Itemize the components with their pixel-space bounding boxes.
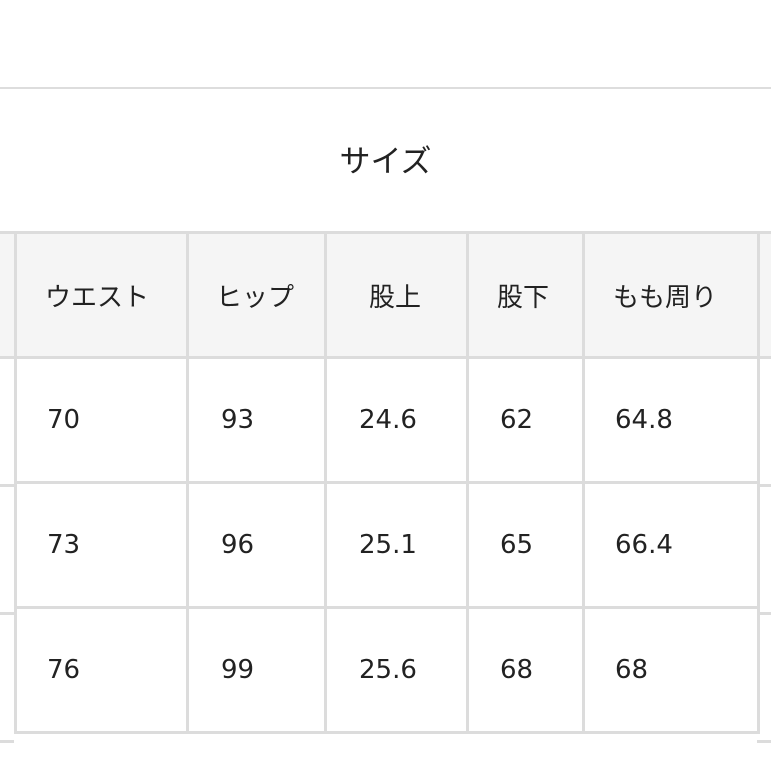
row-divider-left [0, 612, 14, 615]
header-row: ウエスト ヒップ 股上 股下 もも周り [14, 231, 760, 359]
size-table: ウエスト ヒップ 股上 股下 もも周り 70 93 24.6 62 64.8 7… [14, 231, 760, 734]
row-divider-right [757, 484, 771, 487]
table-row: 73 96 25.1 65 66.4 [14, 481, 760, 609]
cell-inseam: 65 [466, 481, 585, 609]
cell-thigh: 64.8 [582, 356, 760, 484]
cell-waist: 73 [14, 481, 189, 609]
header-rise: 股上 [324, 231, 469, 359]
header-waist: ウエスト [14, 231, 189, 359]
row-divider-left [0, 740, 14, 743]
row-divider-left [0, 484, 14, 487]
cell-rise: 25.6 [324, 606, 469, 734]
cell-thigh: 66.4 [582, 481, 760, 609]
cell-hip: 93 [186, 356, 327, 484]
section-title: サイズ [339, 144, 432, 180]
header-hip: ヒップ [186, 231, 327, 359]
cell-waist: 76 [14, 606, 189, 734]
header-inseam: 股下 [466, 231, 585, 359]
cell-hip: 96 [186, 481, 327, 609]
row-divider-right [757, 612, 771, 615]
cell-thigh: 68 [582, 606, 760, 734]
partial-header-cell-right [757, 231, 771, 359]
cell-rise: 25.1 [324, 481, 469, 609]
cell-inseam: 68 [466, 606, 585, 734]
cell-inseam: 62 [466, 356, 585, 484]
row-divider-right [757, 740, 771, 743]
table-row: 76 99 25.6 68 68 [14, 606, 760, 734]
header-thigh: もも周り [582, 231, 760, 359]
cell-waist: 70 [14, 356, 189, 484]
cell-rise: 24.6 [324, 356, 469, 484]
cell-hip: 99 [186, 606, 327, 734]
table-row: 70 93 24.6 62 64.8 [14, 356, 760, 484]
top-divider [0, 87, 771, 89]
partial-header-cell-left [0, 231, 14, 359]
